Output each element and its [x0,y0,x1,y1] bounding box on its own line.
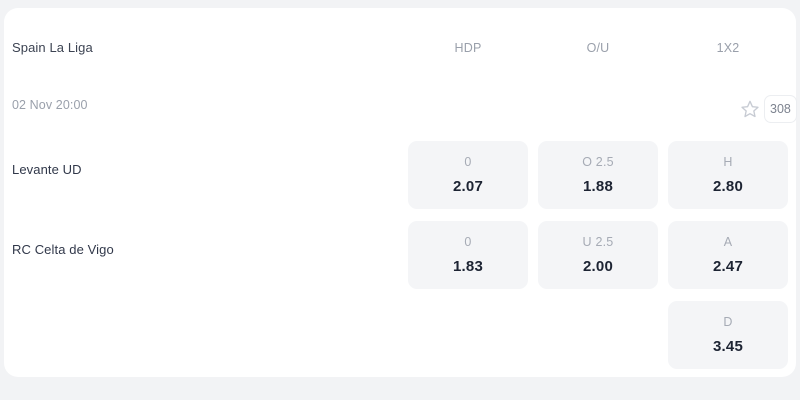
odds-line: A [723,235,733,249]
odds-cell-1x2-away[interactable]: A 2.47 [668,221,788,289]
odds-cell-1x2-home[interactable]: H 2.80 [668,141,788,209]
odds-price: 1.83 [453,258,483,275]
odds-line: U 2.5 [582,235,614,249]
odds-cell-under[interactable]: U 2.5 2.00 [538,221,658,289]
odds-price: 2.07 [453,178,483,195]
odds-line: 0 [464,155,472,169]
odds-cell-hdp-home[interactable]: 0 2.07 [408,141,528,209]
odds-price: 3.45 [713,338,743,355]
market-header-hdp[interactable]: HDP [454,41,482,55]
kickoff-time: 02 Nov 20:00 [12,98,88,112]
odds-price: 2.80 [713,178,743,195]
odds-price: 1.88 [583,178,613,195]
odds-line: 0 [464,235,472,249]
match-id-badge[interactable]: 308 [764,95,797,123]
market-header-ou[interactable]: O/U [586,41,610,55]
odds-row-away: RC Celta de Vigo 0 1.83 U 2.5 2.00 A 2.4… [4,212,796,290]
odds-line: H [723,155,733,169]
event-card: Spain La Liga HDP O/U 1X2 02 Nov 20:00 3… [4,8,797,377]
odds-row-home: Levante UD 0 2.07 O 2.5 1.88 H 2.80 [4,132,796,210]
odds-line: D [723,315,733,329]
odds-line: O 2.5 [582,155,614,169]
team-name-away: RC Celta de Vigo [12,242,114,257]
league-name: Spain La Liga [12,40,93,55]
odds-cell-over[interactable]: O 2.5 1.88 [538,141,658,209]
odds-row-draw: D 3.45 [4,292,796,370]
card-header: Spain La Liga HDP O/U 1X2 [4,8,796,70]
odds-price: 2.47 [713,258,743,275]
star-outline-icon[interactable] [740,99,760,119]
team-name-home: Levante UD [12,162,82,177]
odds-cell-hdp-away[interactable]: 0 1.83 [408,221,528,289]
odds-price: 2.00 [583,258,613,275]
odds-cell-1x2-draw[interactable]: D 3.45 [668,301,788,369]
match-meta-row: 02 Nov 20:00 308 [4,70,797,132]
market-header-1x2[interactable]: 1X2 [716,41,740,55]
